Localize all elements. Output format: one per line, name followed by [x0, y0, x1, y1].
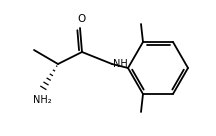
Text: NH: NH: [113, 59, 128, 69]
Text: NH₂: NH₂: [33, 95, 51, 105]
Text: O: O: [77, 14, 85, 24]
